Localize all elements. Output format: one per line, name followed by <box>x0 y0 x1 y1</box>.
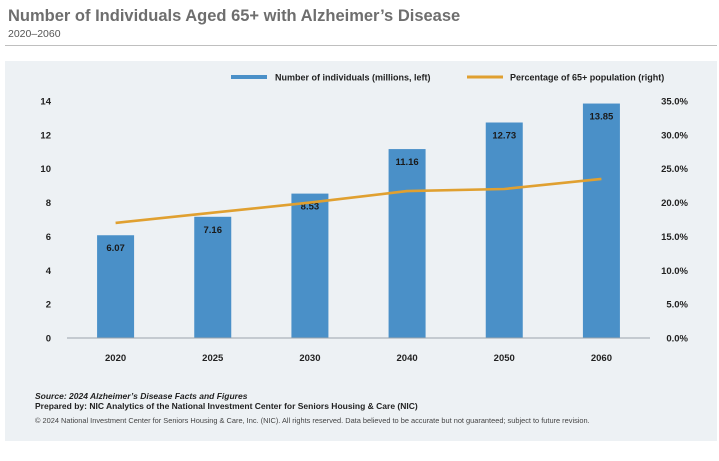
chart-notes: Source: 2024 Alzheimer’s Disease Facts a… <box>35 391 715 426</box>
bar-value-label-2020: 6.07 <box>106 243 125 254</box>
y-right-tick-label-4: 20.0% <box>661 198 688 209</box>
bar-2020 <box>97 235 135 338</box>
y-left-tick-label-4: 4 <box>46 266 52 277</box>
legend-label-individuals: Number of individuals (millions, left) <box>275 73 431 83</box>
prepared-by-note: Prepared by: NIC Analytics of the Nation… <box>35 401 418 411</box>
source-note: Source: 2024 Alzheimer’s Disease Facts a… <box>35 391 248 401</box>
y-right-tick-label-7: 35.0% <box>661 97 688 108</box>
bar-value-label-2030: 8.53 <box>301 202 320 213</box>
chart-subtitle: 2020–2060 <box>8 28 61 40</box>
y-left-tick-label-8: 8 <box>46 198 51 209</box>
percentage-line <box>115 177 602 225</box>
bar-2040 <box>388 149 426 338</box>
chart-svg: 0 2 4 6 8 10 12 14 0.0% 5.0% 10.0% 15.0% 20.0% 25.0% 3… <box>40 73 688 365</box>
y-left-tick-label-12: 12 <box>40 130 51 141</box>
y-right-tick-label-1: 5.0% <box>666 300 688 311</box>
y-right-tick-label-2: 10.0% <box>661 266 688 277</box>
x-tick-label-2060: 2060 <box>591 353 612 364</box>
copyright-note: © 2024 National Investment Center for Se… <box>35 416 590 425</box>
bar-value-label-2025: 7.16 <box>204 225 223 236</box>
bar-value-label-2040: 11.16 <box>395 157 418 168</box>
y-left-tick-label-6: 6 <box>46 232 51 243</box>
bar-2060 <box>582 103 620 338</box>
title-divider <box>5 45 717 46</box>
bar-2030 <box>291 193 329 338</box>
x-tick-label-2030: 2030 <box>299 353 320 364</box>
bar-value-label-2050: 12.73 <box>492 130 516 141</box>
bar-value-label-2060: 13.85 <box>590 112 614 123</box>
x-tick-label-2040: 2040 <box>397 353 418 364</box>
y-right-tick-label-0: 0.0% <box>666 334 688 345</box>
y-left-tick-label-10: 10 <box>40 164 51 175</box>
bar-2025 <box>194 216 232 338</box>
chart-title: Number of Individuals Aged 65+ with Alzh… <box>8 7 461 25</box>
y-left-tick-label-14: 14 <box>40 97 51 108</box>
legend-label-percentage: Percentage of 65+ population (right) <box>510 73 664 83</box>
y-left-tick-label-2: 2 <box>46 300 51 311</box>
bar-2050 <box>485 122 523 338</box>
x-tick-label-2025: 2025 <box>202 353 224 364</box>
x-tick-label-2020: 2020 <box>105 353 126 364</box>
y-left-tick-label-0: 0 <box>46 334 51 345</box>
y-right-tick-label-3: 15.0% <box>661 232 688 243</box>
y-right-tick-label-5: 25.0% <box>661 164 688 175</box>
y-right-tick-label-6: 30.0% <box>661 130 688 141</box>
x-tick-label-2050: 2050 <box>494 353 515 364</box>
